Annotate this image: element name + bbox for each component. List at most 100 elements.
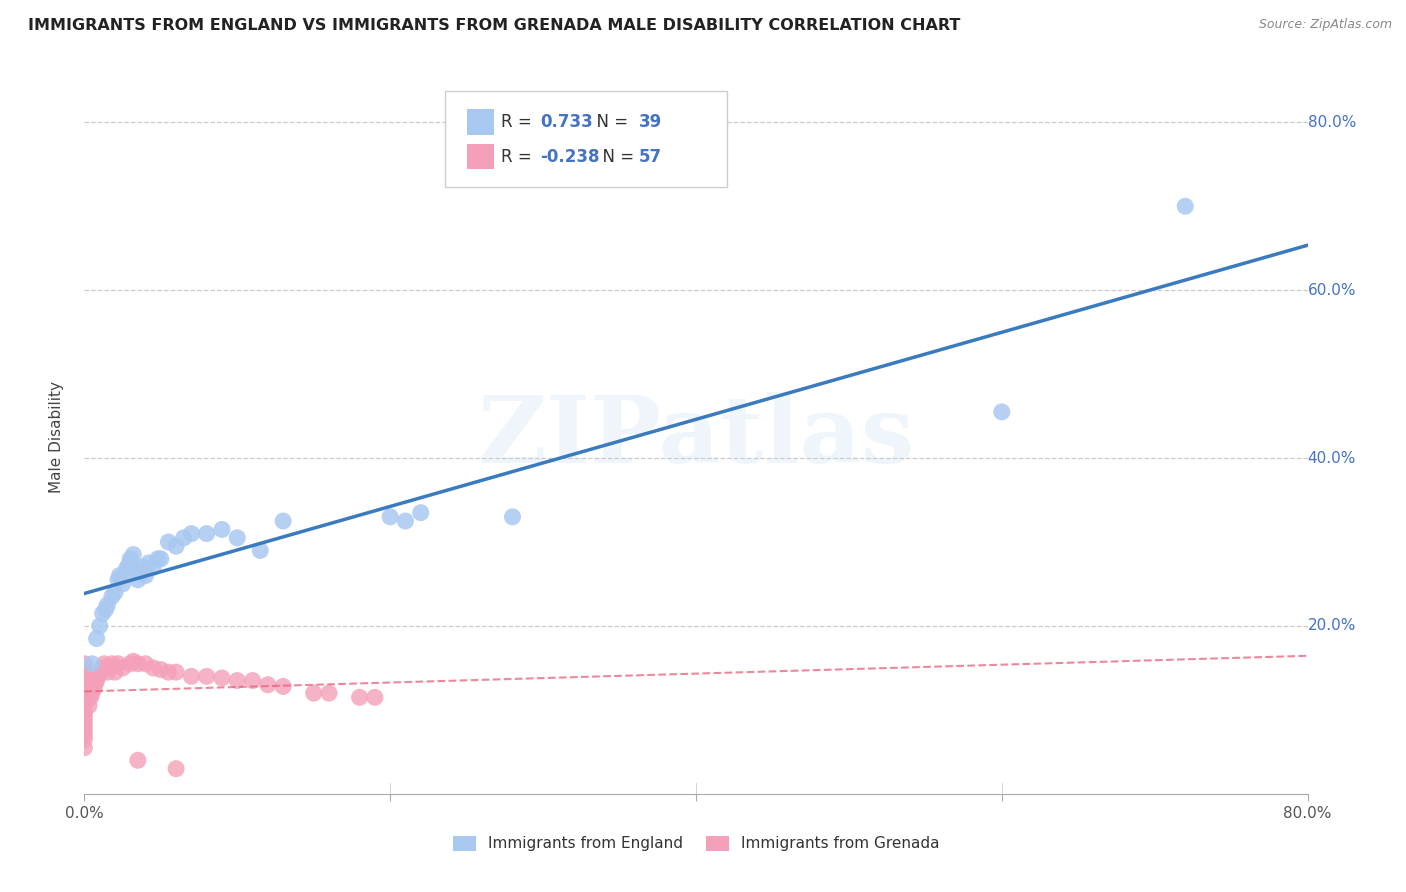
Point (91, 607, 114, 621)
Point (89, 665, 111, 680)
Text: 57: 57 (638, 148, 662, 166)
Point (111, 577, 134, 591)
Point (80, 657, 103, 671)
Point (115, 560, 138, 574)
Point (73, 669, 96, 683)
Point (180, 669, 202, 683)
Point (257, 678, 280, 692)
Point (122, 548, 145, 562)
Point (180, 526, 202, 541)
Point (108, 568, 131, 582)
Point (380, 509, 402, 524)
Point (149, 663, 172, 677)
Text: R =: R = (502, 112, 537, 130)
Point (107, 573, 129, 587)
Point (73, 723, 96, 738)
Point (226, 673, 249, 688)
Point (73, 711, 96, 725)
Text: N =: N = (592, 148, 640, 166)
Point (157, 535, 180, 549)
Point (127, 573, 149, 587)
Point (96, 665, 118, 680)
Point (73, 728, 96, 742)
Point (142, 560, 165, 574)
Point (146, 551, 169, 566)
Point (107, 657, 129, 671)
Text: ZIPatlas: ZIPatlas (478, 392, 914, 482)
Text: -0.238: -0.238 (541, 148, 600, 166)
Point (101, 590, 124, 604)
Point (128, 565, 150, 579)
Point (135, 568, 157, 582)
Point (394, 514, 416, 528)
Point (127, 657, 149, 671)
Point (86, 673, 108, 688)
Point (86, 632, 108, 646)
Point (120, 551, 142, 566)
Point (138, 556, 160, 570)
Point (83, 681, 105, 696)
Text: N =: N = (586, 112, 633, 130)
Point (94, 602, 117, 616)
Point (73, 732, 96, 747)
Point (127, 753, 149, 767)
Point (101, 657, 124, 671)
Point (195, 669, 218, 683)
Y-axis label: Male Disability: Male Disability (49, 381, 63, 493)
FancyBboxPatch shape (467, 109, 494, 135)
FancyBboxPatch shape (446, 91, 727, 187)
Point (226, 531, 249, 545)
Point (73, 681, 96, 696)
Point (195, 526, 218, 541)
Point (77, 698, 100, 713)
Point (1174, 199, 1197, 213)
Point (73, 690, 96, 705)
Point (73, 694, 96, 708)
Point (97, 661, 120, 675)
Point (79, 690, 101, 705)
Point (142, 661, 165, 675)
Point (122, 654, 145, 668)
Text: R =: R = (502, 148, 537, 166)
Point (120, 556, 142, 570)
Point (120, 657, 142, 671)
Point (271, 680, 294, 694)
Point (349, 690, 371, 705)
Point (165, 762, 187, 776)
Point (87, 669, 110, 683)
Point (165, 539, 187, 553)
Point (302, 686, 325, 700)
Point (93, 657, 115, 671)
Point (73, 673, 96, 688)
Point (165, 665, 187, 680)
Point (364, 690, 387, 705)
Text: 39: 39 (638, 112, 662, 130)
Text: 60.0%: 60.0% (1308, 283, 1355, 298)
Point (502, 509, 524, 524)
Point (89, 619, 111, 633)
Point (104, 585, 127, 599)
Point (318, 686, 340, 700)
Point (135, 657, 157, 671)
Point (73, 703, 96, 717)
Text: 80.0%: 80.0% (1308, 115, 1355, 129)
Point (409, 506, 432, 520)
Point (131, 560, 153, 574)
Point (991, 405, 1014, 419)
Legend: Immigrants from England, Immigrants from Grenada: Immigrants from England, Immigrants from… (447, 830, 945, 857)
FancyBboxPatch shape (467, 144, 494, 169)
Point (73, 678, 96, 692)
Point (271, 514, 294, 528)
Point (104, 665, 127, 680)
Text: IMMIGRANTS FROM ENGLAND VS IMMIGRANTS FROM GRENADA MALE DISABILITY CORRELATION C: IMMIGRANTS FROM ENGLAND VS IMMIGRANTS FR… (28, 18, 960, 33)
Point (73, 661, 96, 675)
Point (73, 715, 96, 730)
Point (173, 531, 195, 545)
Point (73, 720, 96, 734)
Point (149, 551, 172, 566)
Point (111, 661, 134, 675)
Point (73, 707, 96, 722)
Point (73, 686, 96, 700)
Point (73, 698, 96, 713)
Point (249, 543, 271, 558)
